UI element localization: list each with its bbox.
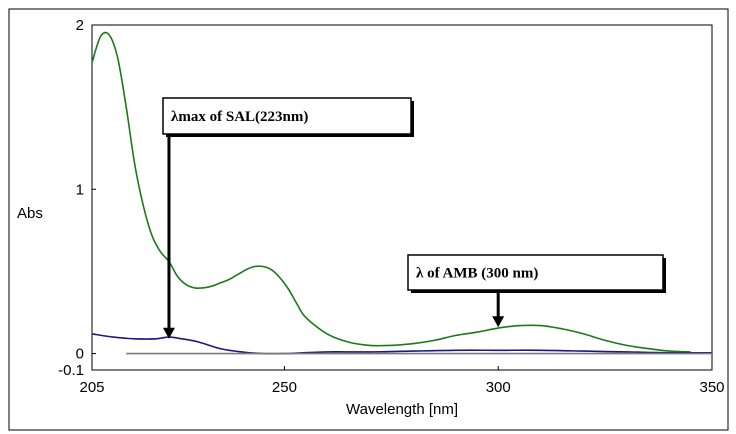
y-tick-label: 2 [76, 17, 84, 34]
annotation-label: λ of AMB (300 nm) [416, 266, 538, 282]
y-tick-label: -0.1 [58, 362, 84, 379]
x-axis-label: Wavelength [nm] [346, 401, 458, 418]
y-tick-label: 0 [76, 346, 84, 363]
y-axis-ticks: 2 1 0-0.1 [58, 17, 96, 379]
annotation-box [407, 254, 664, 291]
plot-area [91, 24, 713, 371]
x-tick-label: 250 [272, 379, 297, 396]
arrow-down-icon [162, 327, 175, 339]
annotation-label: λmax of SAL(223nm) [171, 109, 308, 125]
series-layer [91, 31, 713, 355]
annotation-layer: λmax of SAL(223nm) λ of AMB (300 nm) [162, 97, 666, 339]
x-axis-ticks: 205 250 300 350 [79, 366, 725, 396]
annotation-sal: λmax of SAL(223nm) [162, 97, 414, 339]
sal-spectrum-line [91, 31, 691, 353]
x-tick-label: 300 [486, 379, 511, 396]
x-tick-label: 205 [79, 379, 104, 396]
annotation-amb: λ of AMB (300 nm) [407, 254, 666, 328]
x-tick-label: 350 [699, 379, 724, 396]
arrow-down-icon [492, 316, 505, 328]
y-axis-label: Abs [17, 205, 43, 222]
y-tick-label: 1 [76, 181, 84, 198]
annotation-box [162, 97, 412, 135]
